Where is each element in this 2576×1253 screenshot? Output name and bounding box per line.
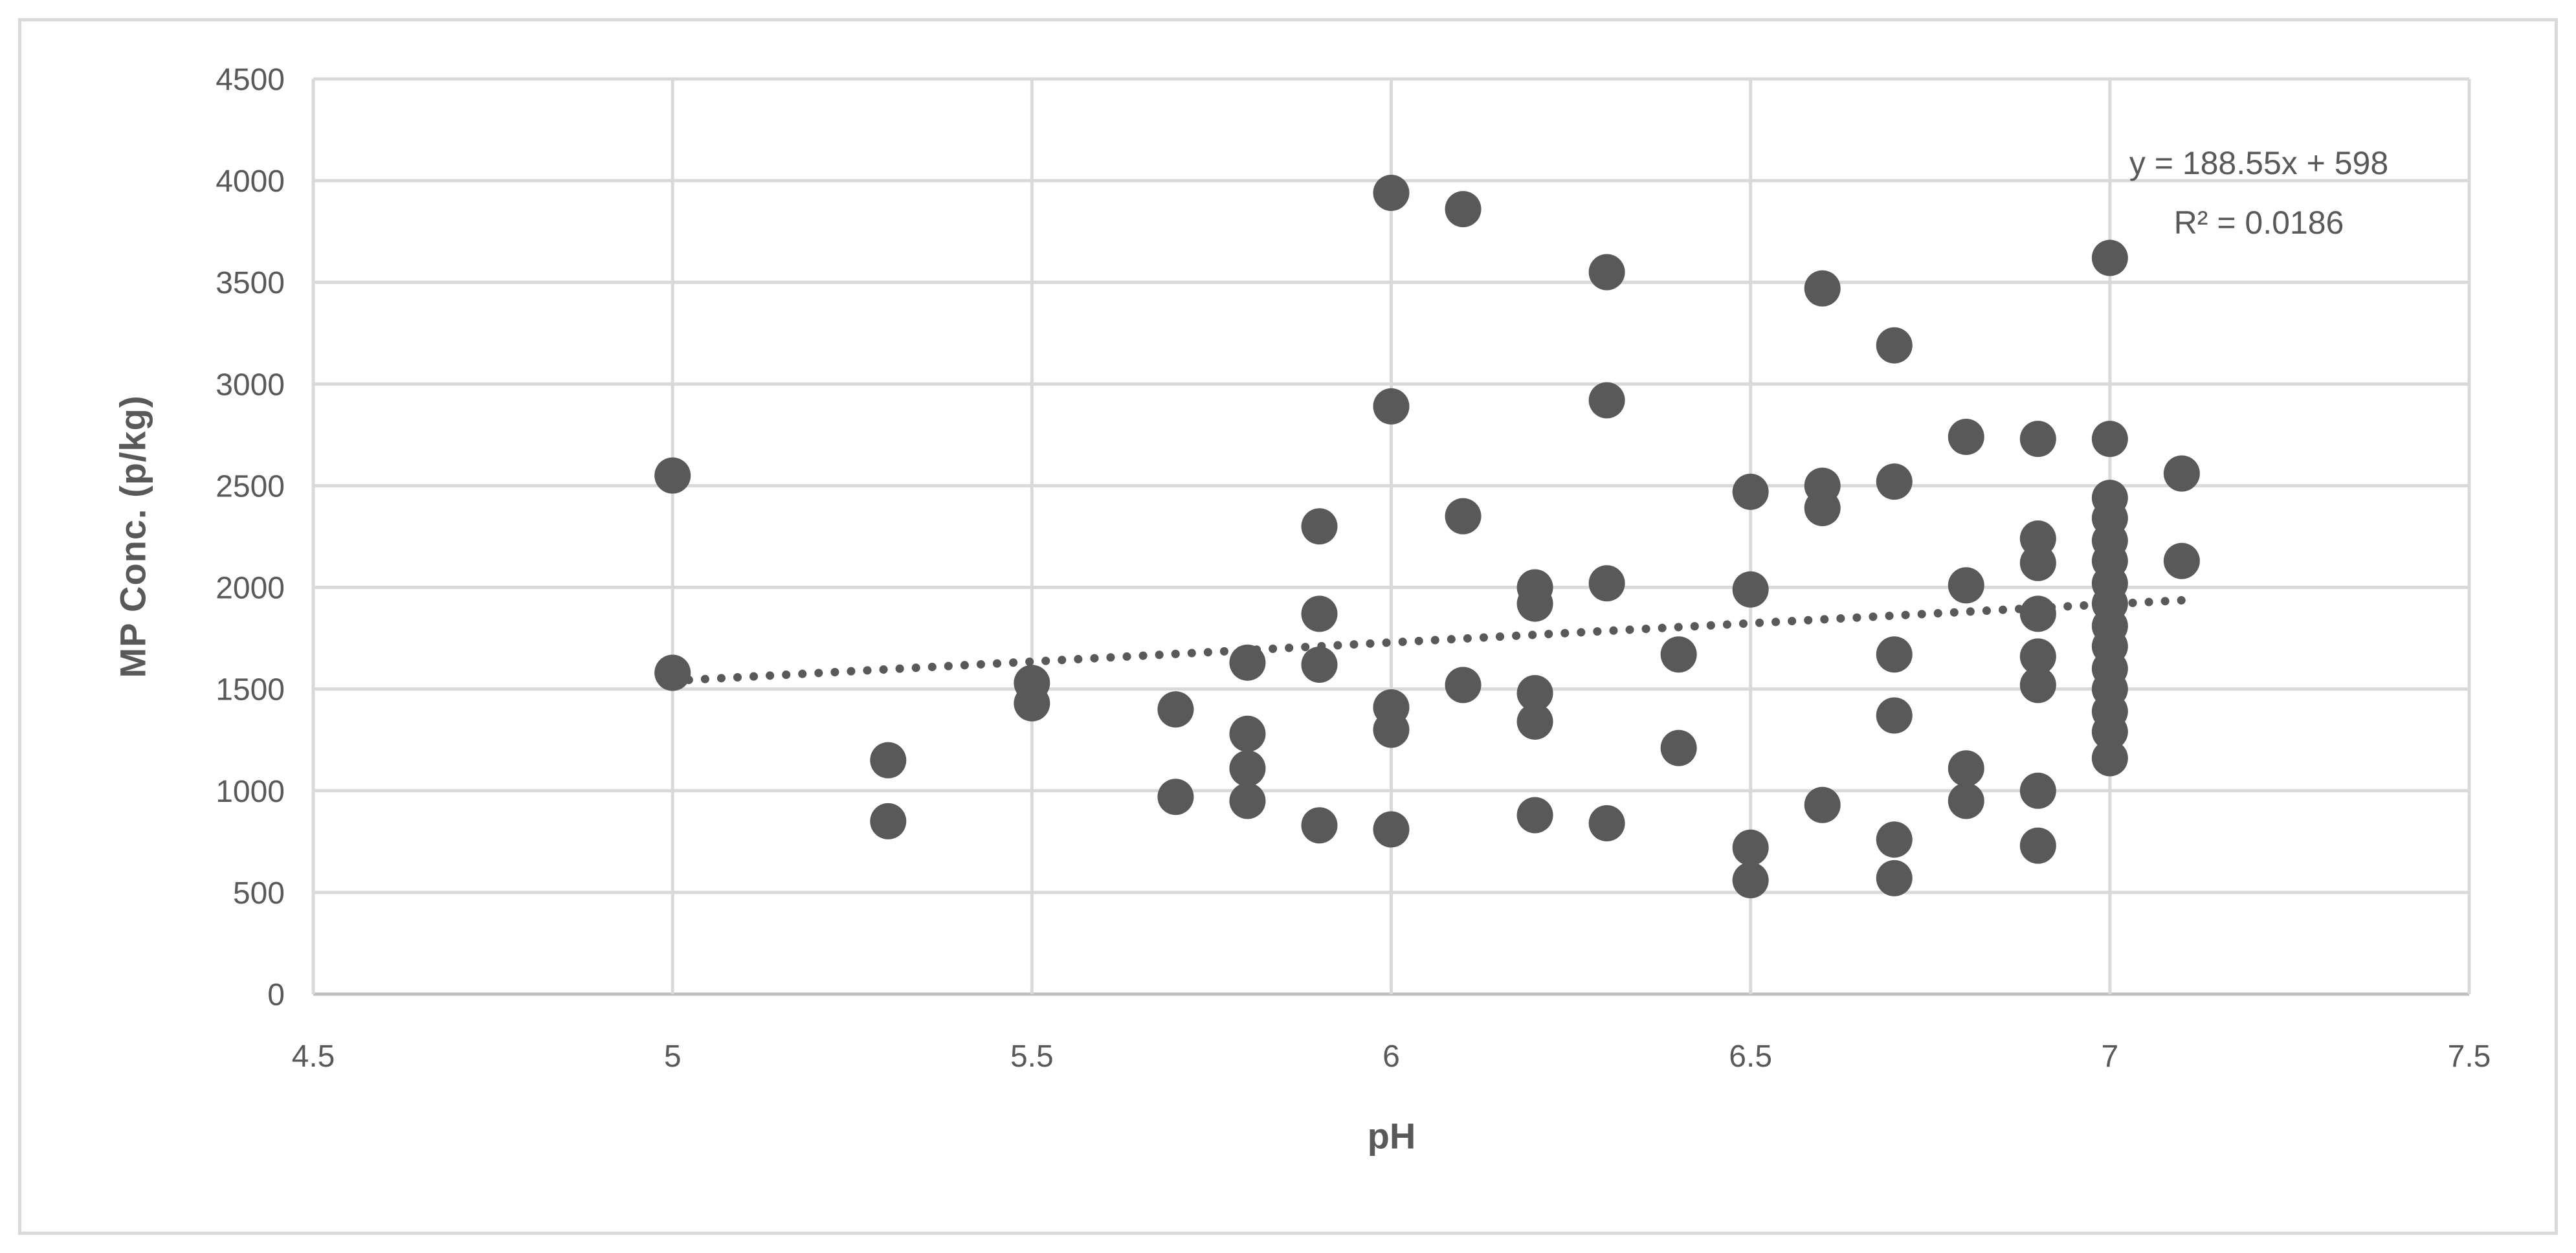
data-point bbox=[1014, 685, 1050, 722]
data-point bbox=[1876, 463, 1913, 500]
data-point bbox=[1948, 567, 1984, 604]
data-point bbox=[1732, 473, 1769, 510]
data-point bbox=[2091, 740, 2128, 777]
data-point bbox=[1373, 711, 1410, 748]
data-point bbox=[2019, 595, 2056, 632]
data-point bbox=[1373, 388, 1410, 425]
data-point bbox=[2019, 667, 2056, 704]
data-point bbox=[1876, 859, 1913, 896]
data-point bbox=[1732, 862, 1769, 899]
data-point bbox=[2019, 421, 2056, 458]
data-point bbox=[1516, 703, 1553, 740]
y-tick-label: 3000 bbox=[216, 368, 285, 402]
trendline-annotation: y = 188.55x + 598 R² = 0.0186 bbox=[2129, 133, 2388, 252]
data-point bbox=[1516, 674, 1553, 711]
data-point bbox=[1876, 636, 1913, 673]
data-point bbox=[1588, 565, 1625, 602]
data-point bbox=[1732, 829, 1769, 866]
data-point bbox=[1373, 174, 1410, 211]
y-tick-label: 3500 bbox=[216, 266, 285, 300]
y-tick-label: 1000 bbox=[216, 775, 285, 809]
trendline-equation: y = 188.55x + 598 bbox=[2129, 145, 2389, 181]
data-point bbox=[1732, 571, 1769, 608]
data-point bbox=[2163, 455, 2200, 492]
data-point bbox=[1301, 508, 1338, 545]
y-axis-title: MP Conc. (p/kg) bbox=[112, 395, 153, 678]
data-point bbox=[1445, 498, 1482, 535]
data-point bbox=[2019, 638, 2056, 675]
y-tick-label: 1500 bbox=[216, 673, 285, 707]
data-point bbox=[1876, 697, 1913, 734]
data-point bbox=[1804, 786, 1841, 823]
data-point bbox=[2091, 239, 2128, 276]
data-point bbox=[1948, 419, 1984, 456]
data-point bbox=[1445, 667, 1482, 704]
data-point bbox=[1157, 691, 1194, 728]
data-point bbox=[1445, 191, 1482, 228]
x-tick-label: 7.5 bbox=[2448, 1039, 2491, 1074]
data-point bbox=[1516, 585, 1553, 622]
y-tick-label: 0 bbox=[267, 978, 285, 1012]
data-point bbox=[1229, 750, 1266, 787]
trendline bbox=[668, 595, 2186, 685]
x-axis-title: pH bbox=[1367, 1115, 1416, 1157]
data-point bbox=[1301, 807, 1338, 844]
data-point bbox=[1876, 327, 1913, 364]
data-point bbox=[1804, 270, 1841, 307]
data-point bbox=[2091, 421, 2128, 458]
data-point bbox=[870, 803, 907, 839]
data-point bbox=[1373, 811, 1410, 848]
x-tick-label: 6 bbox=[1382, 1039, 1400, 1074]
y-tick-label: 4500 bbox=[216, 63, 285, 97]
data-point bbox=[1588, 254, 1625, 291]
y-tick-label: 2500 bbox=[216, 469, 285, 504]
y-tick-label: 4000 bbox=[216, 164, 285, 199]
data-point bbox=[2091, 713, 2128, 750]
data-point bbox=[1660, 636, 1697, 673]
data-point bbox=[1157, 779, 1194, 815]
data-point bbox=[2163, 542, 2200, 579]
data-point bbox=[2019, 772, 2056, 809]
data-point bbox=[1588, 382, 1625, 419]
data-point bbox=[654, 654, 691, 691]
x-tick-label: 4.5 bbox=[292, 1039, 335, 1074]
y-tick-label: 500 bbox=[233, 876, 285, 911]
x-tick-label: 7 bbox=[2101, 1039, 2118, 1074]
y-tick-label: 2000 bbox=[216, 571, 285, 606]
data-point bbox=[1876, 821, 1913, 858]
data-point bbox=[1301, 646, 1338, 683]
data-point bbox=[654, 457, 691, 494]
x-tick-label: 5.5 bbox=[1010, 1039, 1054, 1074]
x-tick-label: 5 bbox=[664, 1039, 682, 1074]
data-point bbox=[1948, 750, 1984, 787]
data-point bbox=[1804, 490, 1841, 527]
data-point bbox=[1588, 805, 1625, 842]
data-point bbox=[1660, 729, 1697, 766]
data-point bbox=[1516, 797, 1553, 834]
data-point bbox=[2019, 827, 2056, 864]
data-point bbox=[1229, 782, 1266, 819]
chart-border bbox=[18, 18, 2558, 1235]
data-point bbox=[2019, 544, 2056, 581]
data-point bbox=[870, 742, 907, 779]
data-point bbox=[1229, 715, 1266, 752]
trendline-r-squared: R² = 0.0186 bbox=[2173, 205, 2344, 241]
data-point bbox=[1301, 595, 1338, 632]
x-tick-label: 6.5 bbox=[1729, 1039, 1772, 1074]
data-point bbox=[1948, 782, 1984, 819]
data-point bbox=[1229, 644, 1266, 681]
